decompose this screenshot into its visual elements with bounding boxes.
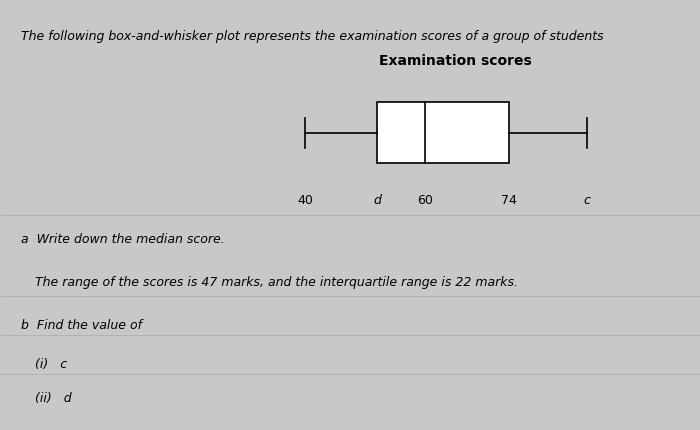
- Text: (i)   c: (i) c: [35, 357, 67, 370]
- Text: The range of the scores is 47 marks, and the interquartile range is 22 marks.: The range of the scores is 47 marks, and…: [35, 275, 518, 288]
- Text: c: c: [584, 194, 590, 206]
- Text: 74: 74: [501, 194, 517, 206]
- Bar: [377, 103, 509, 163]
- Text: 40: 40: [297, 194, 313, 206]
- Text: 60: 60: [417, 194, 433, 206]
- Text: (ii)   d: (ii) d: [35, 391, 71, 404]
- Title: Examination scores: Examination scores: [379, 54, 531, 68]
- Text: The following box-and-whisker plot represents the examination scores of a group : The following box-and-whisker plot repre…: [21, 30, 603, 43]
- Text: b  Find the value of: b Find the value of: [21, 318, 142, 331]
- Text: d: d: [373, 194, 381, 206]
- Text: a  Write down the median score.: a Write down the median score.: [21, 232, 225, 245]
